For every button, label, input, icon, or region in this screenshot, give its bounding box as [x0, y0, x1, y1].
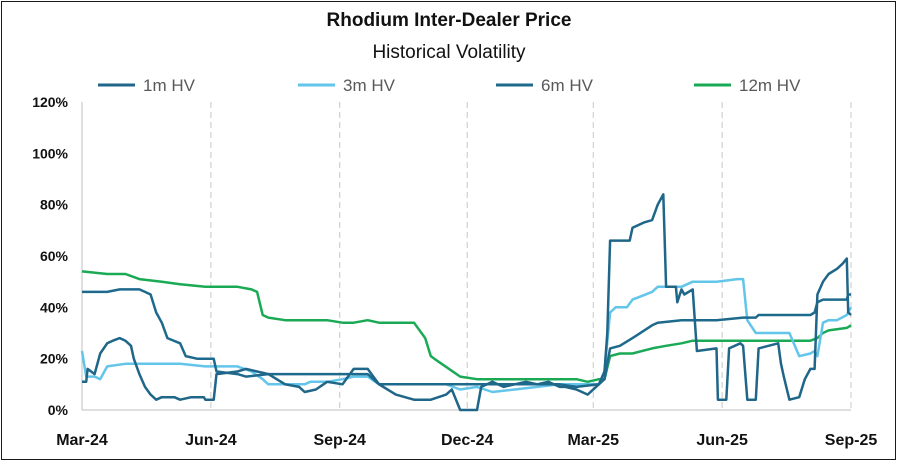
chart-subtitle: Historical Volatility — [372, 42, 526, 63]
series-group — [80, 193, 853, 412]
x-tick-label-6: Sep-25 — [825, 432, 878, 449]
x-tick-label-5: Jun-25 — [696, 432, 748, 449]
y-tick-label-5: 100% — [32, 145, 68, 161]
y-tick-label-4: 80% — [40, 197, 69, 213]
legend: 1m HV 3m HV 6m HV 12m HV — [98, 76, 801, 95]
legend-label-0: 1m HV — [143, 76, 196, 95]
y-tick-label-1: 20% — [40, 351, 69, 367]
y-tick-label-6: 120% — [32, 94, 68, 110]
series-line-3m-hv — [80, 277, 853, 394]
y-tick-label-3: 60% — [40, 248, 69, 264]
x-tick-label-1: Jun-24 — [185, 432, 237, 449]
x-tick-label-0: Mar-24 — [56, 432, 108, 449]
series-line-12m-hv — [81, 270, 852, 384]
y-tick-label-2: 40% — [40, 299, 69, 315]
legend-label-1: 3m HV — [343, 76, 396, 95]
legend-label-2: 6m HV — [541, 76, 594, 95]
x-tick-label-2: Sep-24 — [313, 432, 366, 449]
y-tick-label-0: 0% — [48, 402, 69, 418]
chart-title: Rhodium Inter-Dealer Price — [327, 10, 572, 31]
legend-label-3: 12m HV — [739, 76, 801, 95]
x-tick-label-4: Mar-25 — [567, 432, 619, 449]
series-line-1m-hv — [82, 193, 852, 412]
grid — [81, 102, 852, 410]
x-tick-label-3: Dec-24 — [441, 432, 494, 449]
series-line-6m-hv — [82, 288, 851, 389]
